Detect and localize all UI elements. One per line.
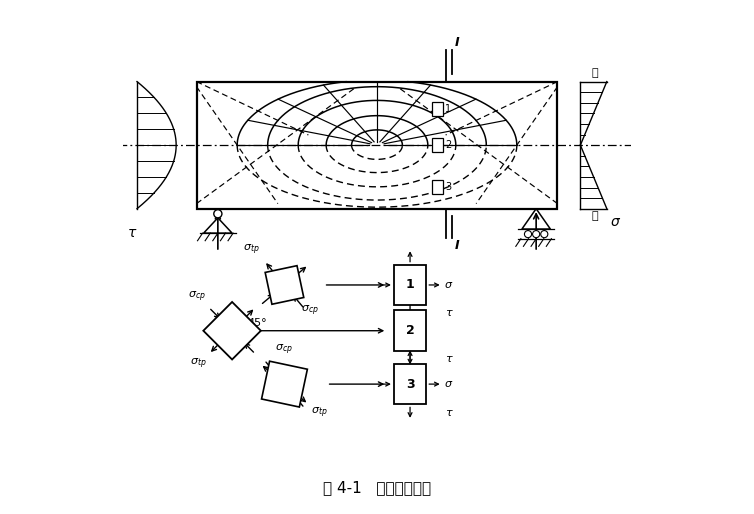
- Circle shape: [541, 231, 548, 237]
- Polygon shape: [204, 302, 261, 359]
- Text: 图 4-1   主应力轨迹线: 图 4-1 主应力轨迹线: [323, 480, 431, 495]
- Text: σ: σ: [445, 379, 452, 389]
- Polygon shape: [265, 266, 304, 304]
- Text: σ: σ: [611, 215, 619, 229]
- Text: 拉: 拉: [591, 211, 598, 221]
- Polygon shape: [262, 361, 308, 407]
- Bar: [432, 180, 443, 194]
- Text: 45°: 45°: [247, 318, 267, 328]
- Text: 压: 压: [591, 67, 598, 78]
- Text: 2: 2: [445, 140, 452, 150]
- Text: $\sigma_{tp}$: $\sigma_{tp}$: [311, 406, 327, 420]
- Text: I: I: [455, 35, 459, 48]
- Bar: [432, 102, 443, 116]
- Text: 1: 1: [445, 104, 451, 114]
- Text: 3: 3: [406, 378, 415, 391]
- Text: $\sigma_{cp}$: $\sigma_{cp}$: [301, 304, 319, 318]
- Bar: [394, 364, 426, 405]
- Text: 1: 1: [406, 279, 415, 291]
- Text: τ: τ: [127, 227, 136, 241]
- Text: $\sigma_{cp}$: $\sigma_{cp}$: [275, 342, 293, 357]
- Text: $\sigma_{tp}$: $\sigma_{tp}$: [189, 357, 206, 371]
- Text: 3: 3: [445, 182, 451, 192]
- Circle shape: [532, 231, 540, 237]
- Text: $\sigma_{tp}$: $\sigma_{tp}$: [244, 242, 260, 257]
- Text: 2: 2: [406, 324, 415, 337]
- Text: σ: σ: [445, 280, 452, 290]
- Bar: [394, 310, 426, 351]
- Text: τ: τ: [445, 354, 452, 364]
- Text: τ: τ: [445, 408, 452, 417]
- Text: τ: τ: [445, 308, 452, 319]
- Bar: [394, 265, 426, 305]
- Text: $\sigma_{cp}$: $\sigma_{cp}$: [188, 290, 206, 304]
- Bar: [432, 138, 443, 152]
- Circle shape: [214, 210, 222, 218]
- Text: I: I: [455, 239, 459, 252]
- Circle shape: [525, 231, 532, 237]
